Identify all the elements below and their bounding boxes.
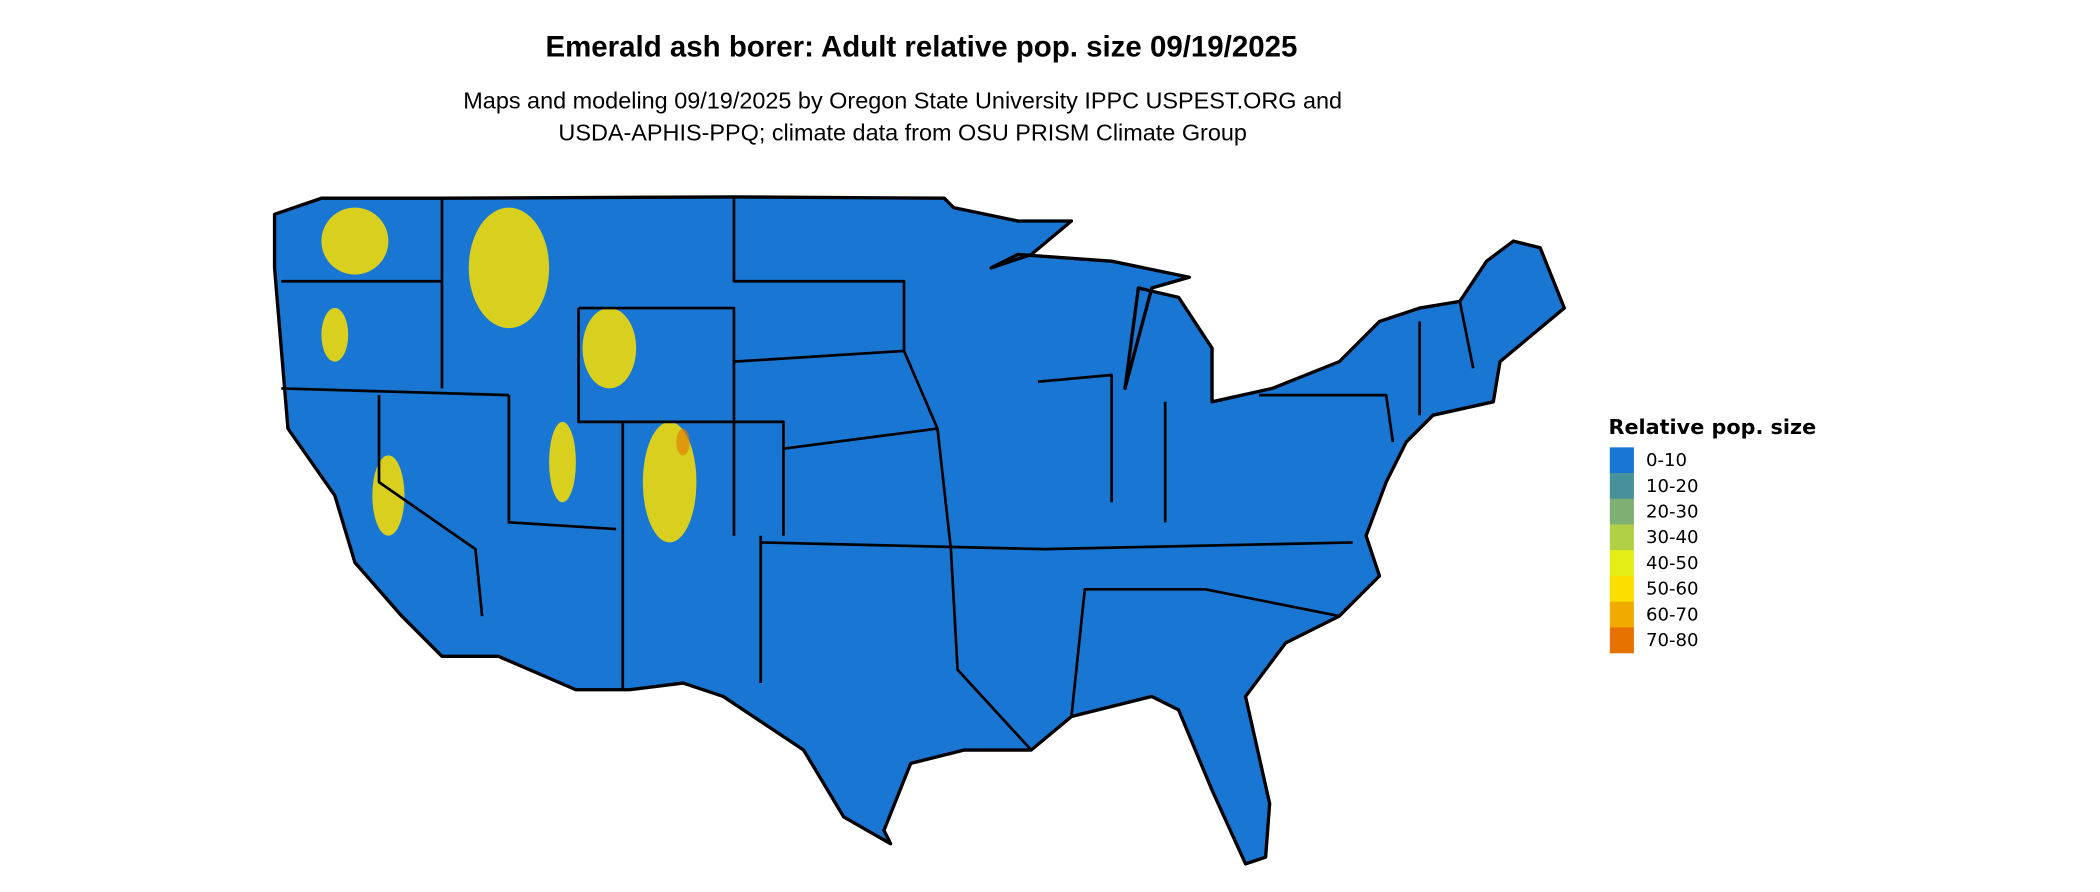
legend-label: 70-80 xyxy=(1646,630,1699,651)
legend-label: 40-50 xyxy=(1646,553,1699,574)
legend-label: 10-20 xyxy=(1646,476,1699,497)
legend-swatch xyxy=(1609,601,1634,628)
legend-label: 0-10 xyxy=(1646,450,1687,471)
legend-swatch xyxy=(1609,498,1634,525)
us-outline xyxy=(272,195,1566,866)
legend: Relative pop. size 0-10 10-20 20-30 30-40 40… xyxy=(1608,415,1816,654)
us-map xyxy=(272,195,1566,866)
map-subtitle-line1: Maps and modeling 09/19/2025 by Oregon S… xyxy=(463,88,1342,114)
legend-swatch xyxy=(1609,447,1634,474)
state-borders xyxy=(281,196,1475,751)
legend-swatch xyxy=(1609,575,1634,602)
legend-label: 60-70 xyxy=(1646,604,1699,625)
map-title: Emerald ash borer: Adult relative pop. s… xyxy=(545,30,1297,63)
legend-items: 0-10 10-20 20-30 30-40 40-50 50-60 60-70 70-80 xyxy=(1609,447,1699,654)
legend-swatch xyxy=(1609,524,1634,551)
hotspots xyxy=(321,207,697,543)
map-subtitle-line2: USDA-APHIS-PPQ; climate data from OSU PR… xyxy=(558,120,1247,146)
legend-swatch xyxy=(1609,473,1634,500)
legend-label: 30-40 xyxy=(1646,527,1699,548)
legend-title: Relative pop. size xyxy=(1608,415,1816,439)
legend-label: 20-30 xyxy=(1646,502,1699,523)
legend-swatch xyxy=(1609,550,1634,577)
legend-label: 50-60 xyxy=(1646,579,1699,600)
hotspots-orange xyxy=(676,428,690,456)
legend-swatch xyxy=(1609,627,1634,654)
